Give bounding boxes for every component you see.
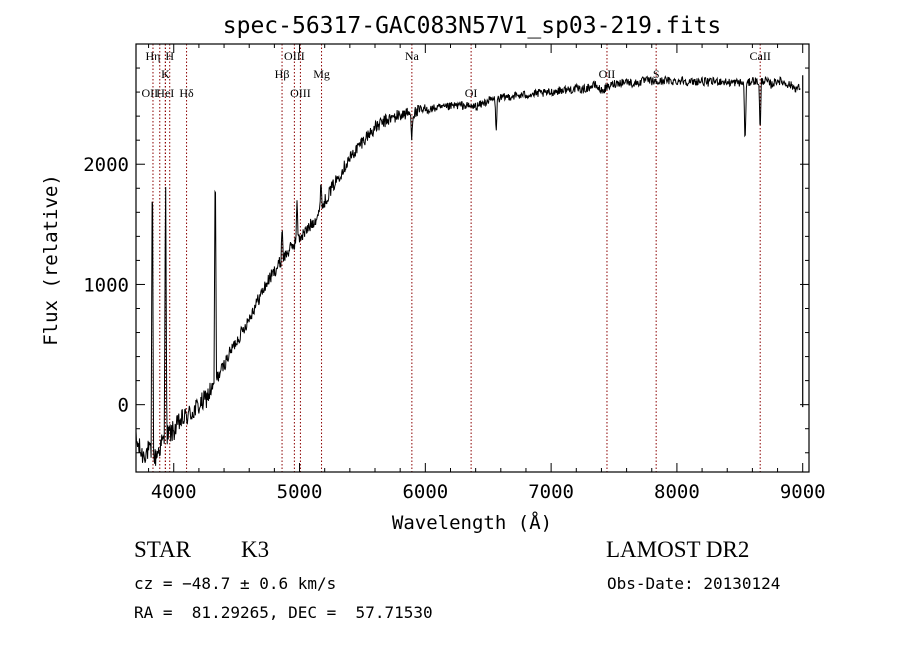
plot-frame bbox=[135, 43, 810, 473]
spectrum-series bbox=[135, 75, 804, 466]
x-tick-label: 5000 bbox=[277, 481, 323, 503]
redshift-text: cz = −48.7 ± 0.6 km/s bbox=[134, 574, 337, 593]
spectral-line-label: Hβ bbox=[275, 67, 290, 81]
spectral-line-label: S bbox=[653, 67, 660, 81]
object-subclass: K3 bbox=[241, 537, 270, 562]
spectral-line-label: Hδ bbox=[179, 86, 194, 100]
axis-ticks: 4000 5000 6000 7000 8000 9000 0 1000 2000 bbox=[83, 44, 826, 503]
spectral-line-label: H bbox=[165, 49, 174, 63]
y-tick-label: 1000 bbox=[83, 274, 129, 296]
spectral-line-label: K bbox=[161, 67, 170, 81]
x-tick-label: 4000 bbox=[151, 481, 197, 503]
x-tick-label: 9000 bbox=[780, 481, 826, 503]
obs-date-text: Obs-Date: 20130124 bbox=[607, 574, 781, 593]
y-tick-label: 2000 bbox=[83, 154, 129, 176]
spectral-line-label: OII bbox=[141, 86, 158, 100]
spectral-line-label: OII bbox=[599, 67, 616, 81]
spectral-line-label: Mg bbox=[313, 67, 330, 81]
survey-name: LAMOST DR2 bbox=[606, 537, 750, 562]
spectral-line-label: OI bbox=[465, 86, 478, 100]
coordinates-text: RA = 81.29265, DEC = 57.71530 bbox=[134, 603, 433, 622]
x-tick-label: 8000 bbox=[654, 481, 700, 503]
spectral-line-label: Na bbox=[405, 49, 420, 63]
spectral-line-label: OIII bbox=[284, 49, 305, 63]
spectrum-line bbox=[135, 75, 801, 466]
y-axis-label: Flux (relative) bbox=[40, 174, 62, 346]
object-class: STAR bbox=[134, 537, 191, 562]
x-axis-label: Wavelength (Å) bbox=[392, 511, 552, 534]
chart-title: spec-56317-GAC083N57V1_sp03-219.fits bbox=[223, 13, 722, 39]
spectral-line-label: Hη bbox=[146, 49, 161, 63]
y-tick-label: 0 bbox=[118, 395, 129, 417]
x-tick-label: 6000 bbox=[402, 481, 448, 503]
x-tick-label: 7000 bbox=[528, 481, 574, 503]
spectral-line-label: OIII bbox=[290, 86, 311, 100]
spectral-line-label: CaII bbox=[750, 49, 771, 63]
